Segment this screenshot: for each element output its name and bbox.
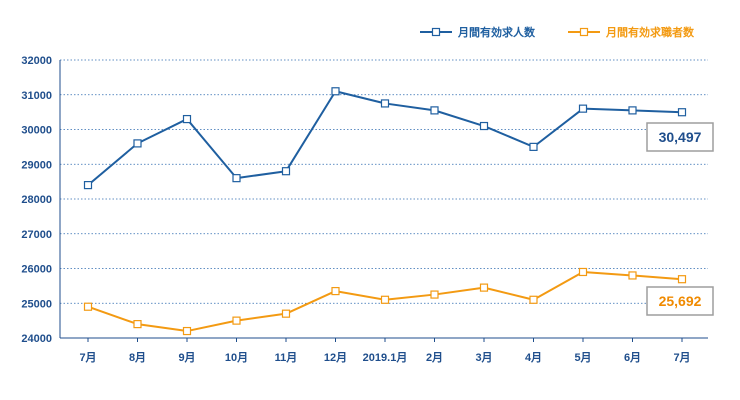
legend-label: 月間有効求人数 xyxy=(457,25,536,39)
x-tick-label: 3月 xyxy=(475,351,492,364)
data-point xyxy=(133,320,142,329)
data-point xyxy=(479,283,489,292)
data-point xyxy=(182,114,192,124)
y-tick-label: 27000 xyxy=(21,229,52,241)
data-point xyxy=(529,295,538,304)
data-point xyxy=(281,167,291,176)
legend-label: 月間有効求職者数 xyxy=(605,25,695,39)
x-tick-label: 5月 xyxy=(574,351,591,364)
data-point xyxy=(430,106,439,115)
y-tick-label: 29000 xyxy=(21,159,52,171)
x-tick-label: 7月 xyxy=(673,351,690,364)
legend-marker xyxy=(431,27,441,37)
x-axis-ticks: 7月 8月 9月 10月 11月 12月 2019.1月 2月 3月 4月 5月 6月 7月 xyxy=(79,338,691,364)
x-tick-label: 4月 xyxy=(525,351,542,364)
data-point xyxy=(232,174,241,183)
data-point xyxy=(677,275,687,284)
x-tick-label: 6月 xyxy=(624,351,641,364)
data-point xyxy=(380,295,390,304)
value-callout-label: 25,692 xyxy=(659,293,702,309)
x-tick-label: 11月 xyxy=(275,351,298,364)
data-point xyxy=(83,181,93,190)
value-callout-box xyxy=(646,122,714,152)
y-axis-ticks: 24000 25000 26000 27000 28000 29000 30000 31000… xyxy=(21,55,52,345)
legend-marker xyxy=(579,27,589,37)
data-point xyxy=(529,142,538,151)
data-point xyxy=(182,326,192,336)
data-point xyxy=(628,106,637,115)
value-callout-label: 30,497 xyxy=(659,129,702,145)
y-tick-label: 30000 xyxy=(21,125,52,137)
data-point xyxy=(133,139,142,148)
data-point xyxy=(430,290,439,299)
x-tick-label: 12月 xyxy=(324,351,347,364)
data-point xyxy=(232,316,241,325)
x-tick-label: 8月 xyxy=(129,351,146,364)
value-callout-box xyxy=(646,286,714,316)
y-tick-label: 31000 xyxy=(21,90,52,102)
legend: 月間有効求人数 月間有効求職者数 xyxy=(420,25,695,39)
data-point xyxy=(281,309,291,318)
x-tick-label: 7月 xyxy=(79,351,96,364)
data-point xyxy=(380,99,390,108)
data-point xyxy=(331,87,340,96)
x-tick-label: 9月 xyxy=(178,351,195,364)
y-tick-label: 26000 xyxy=(21,264,52,276)
x-tick-label: 10月 xyxy=(225,351,248,364)
y-tick-label: 28000 xyxy=(21,194,52,206)
data-point xyxy=(677,108,687,117)
grid-lines xyxy=(60,59,708,339)
data-point xyxy=(83,302,93,311)
value-callouts: 30,497 25,692 xyxy=(646,122,714,316)
y-tick-label: 25000 xyxy=(21,298,52,310)
series-lines xyxy=(83,87,687,336)
data-point xyxy=(331,286,340,296)
data-point xyxy=(578,267,588,277)
y-tick-label: 24000 xyxy=(21,333,52,345)
x-tick-label: 2月 xyxy=(426,351,443,364)
data-point xyxy=(628,271,637,280)
y-tick-label: 32000 xyxy=(21,55,52,67)
data-point xyxy=(479,121,489,131)
data-point xyxy=(578,104,588,113)
x-tick-label: 2019.1月 xyxy=(363,351,408,364)
